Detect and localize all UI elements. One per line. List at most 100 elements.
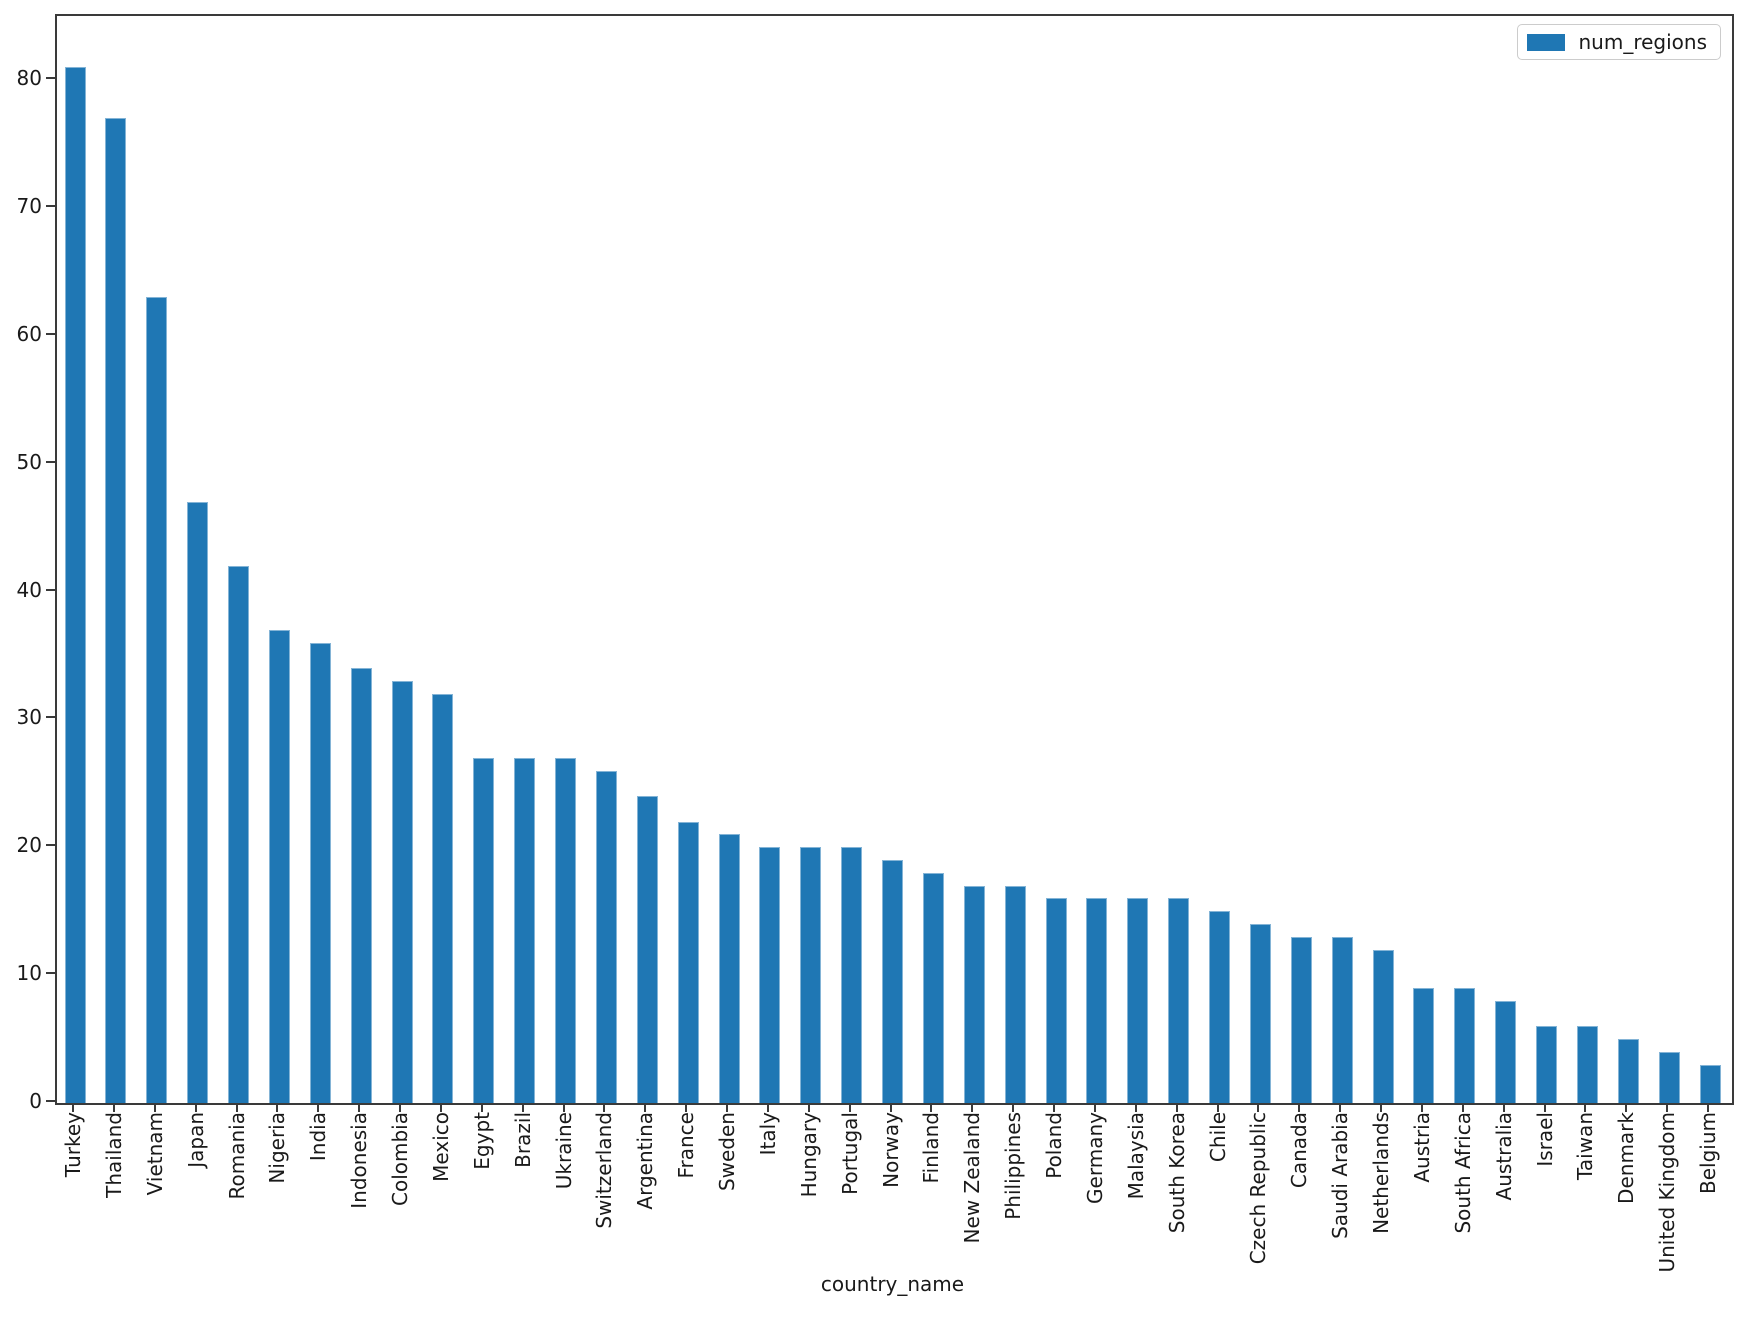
legend-label: num_regions [1578,30,1707,54]
x-tick-label-text: Indonesia [347,1112,372,1209]
x-tick-label-text: Switzerland [592,1112,617,1229]
x-tick-label-text: Netherlands [1369,1112,1393,1234]
x-tick-mark [235,1103,238,1112]
x-tick-label: Israel [1533,1112,1557,1292]
bar [677,821,699,1103]
y-tick-mark [46,716,55,719]
x-tick-mark [1134,1103,1137,1112]
x-tick-label-text: Colombia [388,1112,412,1206]
bar [105,118,127,1103]
bar [391,681,413,1103]
x-tick-label-text: Malaysia [1123,1112,1148,1200]
x-tick-mark [807,1103,810,1112]
x-tick-label: New Zealand [960,1112,984,1292]
x-tick-label: Sweden [715,1112,739,1292]
x-tick-label-text: Austria [1409,1112,1434,1183]
bar [228,565,249,1103]
x-tick-mark [1175,1103,1178,1112]
x-tick-label-text: Hungary [796,1112,821,1198]
x-tick-mark [1584,1103,1587,1112]
x-tick-label: Germany [1083,1112,1107,1292]
x-tick-label: South Korea [1165,1112,1189,1292]
x-tick-mark [726,1103,728,1112]
x-tick-label-text: Canada [1287,1112,1312,1189]
x-tick-mark [1420,1103,1423,1112]
bar [1454,987,1476,1103]
bar [1045,898,1067,1103]
bar [636,796,658,1103]
x-tick-mark [1257,1103,1260,1112]
bar [595,770,617,1103]
x-tick-mark [72,1103,74,1112]
x-tick-mark [603,1103,606,1112]
x-tick-mark [766,1103,769,1112]
bar [1495,1000,1517,1103]
x-tick-mark [1339,1103,1342,1112]
x-tick-label-text: South Africa [1450,1112,1475,1234]
x-tick-label-text: Romania [224,1112,249,1200]
y-tick-mark [46,460,55,463]
y-tick-mark [46,588,55,591]
x-tick-label: Egypt [470,1112,494,1292]
bar [1617,1039,1639,1103]
x-tick-label: India [306,1112,330,1292]
x-tick-mark [358,1103,361,1112]
x-tick-label-text: Chile [1205,1112,1230,1163]
bar [555,757,576,1103]
x-tick-mark [153,1103,156,1112]
x-tick-label: Colombia [388,1112,412,1292]
x-tick-label-text: Philippines [1001,1112,1026,1220]
x-tick-mark [439,1103,442,1112]
x-axis-label: country_name [820,1272,965,1296]
x-tick-mark [644,1103,647,1112]
legend-swatch-icon [1527,33,1566,51]
x-tick-label-text: Japan [183,1112,208,1168]
bar [146,297,168,1103]
bar [1658,1051,1680,1103]
x-tick-mark [889,1103,892,1112]
x-tick-mark [1666,1103,1669,1112]
y-tick-mark [46,972,55,975]
bar [1168,898,1190,1103]
x-tick-mark [1298,1103,1301,1112]
x-tick-label-text: Germany [1082,1112,1107,1204]
x-tick-label: Taiwan [1573,1112,1597,1292]
x-tick-label-text: Finland [919,1112,944,1184]
x-tick-label: Argentina [633,1112,657,1292]
bar [432,693,454,1103]
bar [1576,1026,1598,1103]
bar [1536,1026,1557,1103]
x-tick-mark [276,1103,279,1112]
x-tick-mark [399,1103,401,1112]
x-tick-label: Romania [225,1112,249,1292]
x-tick-label-text: Vietnam [142,1112,167,1196]
x-tick-label: Nigeria [265,1112,289,1292]
x-tick-label-text: Taiwan [1573,1112,1598,1181]
x-tick-label: Belgium [1696,1112,1720,1292]
x-tick-label: United Kingdom [1655,1112,1679,1292]
x-tick-label: Denmark [1614,1112,1638,1292]
bar [473,757,495,1103]
x-tick-label: Saudi Arabia [1328,1112,1352,1292]
y-tick-mark [46,204,55,207]
bar [1004,885,1026,1103]
y-tick-mark [46,332,55,335]
x-tick-label-text: India [306,1112,331,1162]
x-tick-label-text: Egypt [469,1112,494,1170]
x-tick-mark [1216,1103,1219,1112]
bar [882,860,903,1103]
x-tick-label-text: Israel [1532,1112,1557,1167]
x-tick-label-text: Nigeria [265,1112,290,1184]
x-tick-label-text: Belgium [1696,1112,1720,1194]
y-tick-label: 50 [16,449,42,474]
bar [1127,898,1149,1103]
y-tick-label: 60 [16,321,42,346]
x-tick-label: Ukraine [552,1112,576,1292]
x-tick-mark [848,1103,851,1112]
x-tick-label-text: Portugal [837,1112,862,1195]
x-tick-mark [1093,1103,1096,1112]
y-tick-label: 40 [16,577,42,602]
y-tick-label: 30 [16,705,42,730]
x-tick-label: Austria [1410,1112,1434,1292]
